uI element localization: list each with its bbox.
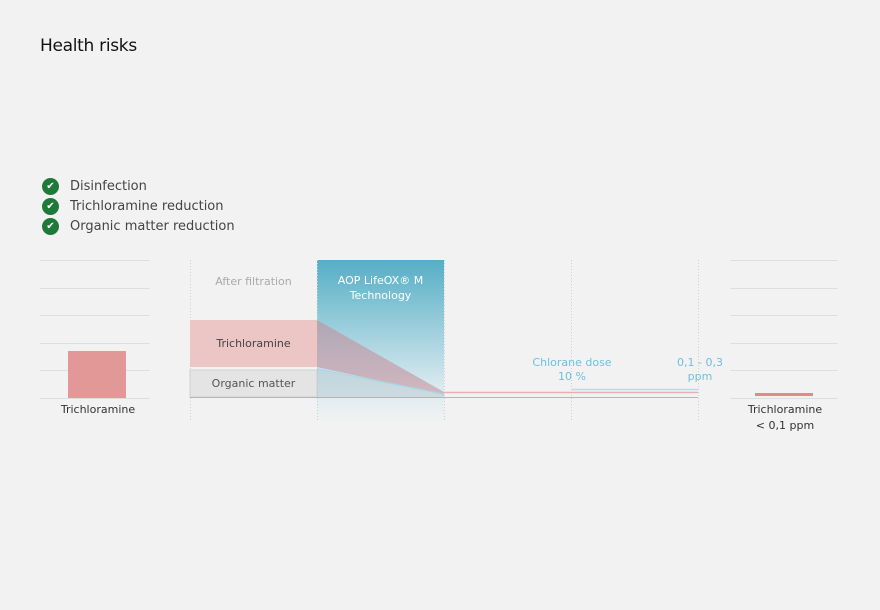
trichloramine-band [190, 320, 317, 367]
after-value: < 0,1 ppm [755, 419, 815, 432]
trichloramine-reduction-slope [317, 320, 444, 395]
benefit-label: Organic matter reduction [70, 219, 235, 234]
chlorane-dose-value: 10 % [558, 370, 586, 383]
after-label: Trichloramine [747, 403, 823, 416]
organic-matter-band [189, 369, 318, 398]
page-title: Health risks [40, 36, 137, 56]
trichloramine-label: Trichloramine [216, 337, 291, 350]
check-circle-icon: ✔ [42, 198, 59, 215]
before-trichloramine-bar [68, 351, 126, 398]
check-circle-icon: ✔ [42, 218, 59, 235]
benefit-label: Trichloramine reduction [70, 199, 224, 214]
after-filtration-label: After filtration [215, 275, 292, 288]
organic-matter-label: Organic matter [211, 377, 296, 390]
ppm-range-unit: ppm [687, 370, 713, 383]
benefit-disinfection: ✔ Disinfection [42, 178, 147, 195]
before-label: Trichloramine [60, 403, 136, 416]
ppm-range-value: 0,1 - 0,3 [677, 356, 723, 369]
before-gridlines [40, 260, 150, 399]
organic-matter-reduction-slope [317, 370, 444, 397]
benefit-organic-matter-reduction: ✔ Organic matter reduction [42, 218, 235, 235]
benefit-label: Disinfection [70, 179, 147, 194]
after-gridlines [730, 260, 838, 399]
aop-label-line1: AOP LifeOX® M [337, 274, 424, 287]
check-circle-icon: ✔ [42, 178, 59, 195]
chlorane-dose-label: Chlorane dose [532, 356, 612, 369]
benefit-trichloramine-reduction: ✔ Trichloramine reduction [42, 198, 224, 215]
after-trichloramine-bar [755, 393, 813, 396]
aop-label-line2: Technology [349, 289, 412, 302]
